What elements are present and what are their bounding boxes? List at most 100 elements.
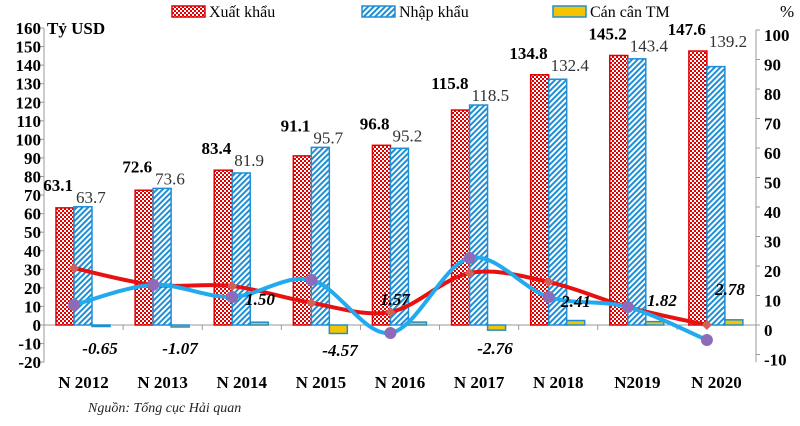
export-bar xyxy=(688,50,708,326)
left-tick-label: -20 xyxy=(18,353,41,372)
lines xyxy=(68,252,713,347)
balance-bar xyxy=(407,321,428,326)
category-label: N 2018 xyxy=(533,373,584,392)
import-growth-marker xyxy=(226,290,239,303)
category-label: N 2016 xyxy=(375,373,426,392)
right-tick-label: 0 xyxy=(764,321,773,340)
import-bar xyxy=(547,78,568,326)
left-tick-label: 20 xyxy=(24,279,41,298)
legend-swatch xyxy=(361,5,396,18)
import-bar xyxy=(389,147,410,326)
left-tick-label: 100 xyxy=(16,130,42,149)
balance-value-label: -0.65 xyxy=(82,339,118,358)
left-tick-label: -10 xyxy=(18,335,41,354)
balance-bar xyxy=(170,324,190,328)
category-label: N 2014 xyxy=(217,373,268,392)
left-tick-label: 110 xyxy=(16,112,41,131)
category-label: N 2013 xyxy=(137,373,188,392)
import-value-label: 73.6 xyxy=(155,169,185,188)
export-value-label: 134.8 xyxy=(509,44,547,63)
export-value-label: 145.2 xyxy=(589,24,627,43)
balance-value-label: 1.57 xyxy=(380,290,411,309)
legend-label: Xuất khẩu xyxy=(209,4,275,21)
export-value-label: 147.6 xyxy=(668,20,706,39)
balance-bar xyxy=(645,320,665,326)
left-tick-label: 160 xyxy=(16,19,42,38)
balance-bar xyxy=(486,324,507,331)
balance-value-label: 2.78 xyxy=(714,280,745,299)
export-growth-marker xyxy=(69,263,79,274)
left-tick-label: 80 xyxy=(24,168,41,187)
import-growth-marker xyxy=(621,301,634,314)
legend: Xuất khẩu Nhập khẩu Cán cân TM xyxy=(171,4,670,21)
import-growth-marker xyxy=(700,334,713,347)
export-value-label: 72.6 xyxy=(122,157,152,176)
export-bar xyxy=(134,189,154,326)
export-value-label: 91.1 xyxy=(281,116,311,135)
import-value-label: 143.4 xyxy=(630,36,669,55)
balance-value-label: 2.41 xyxy=(560,292,591,311)
import-growth-marker xyxy=(68,298,80,311)
right-tick-label: 80 xyxy=(764,85,781,104)
import-value-label: 95.2 xyxy=(392,126,422,145)
right-tick-label: 10 xyxy=(764,292,781,311)
export-value-label: 63.1 xyxy=(43,176,73,195)
import-bar xyxy=(627,58,647,326)
export-growth-marker xyxy=(385,307,396,318)
legend-swatch xyxy=(171,5,206,18)
import-growth-marker xyxy=(384,326,397,339)
category-label: N 2015 xyxy=(296,373,347,392)
import-value-label: 81.9 xyxy=(234,151,264,170)
data-labels: 63.163.7 72.673.6 83.481.9 91.195.7 96.895.2… xyxy=(43,20,747,360)
right-tick-label: 30 xyxy=(764,233,781,252)
import-growth-marker xyxy=(542,290,555,303)
import-value-label: 118.5 xyxy=(472,86,510,105)
balance-bar xyxy=(249,321,269,326)
import-bar xyxy=(152,187,172,326)
balance-value-label: -4.57 xyxy=(322,341,359,360)
legend-label: Nhập khẩu xyxy=(399,4,469,21)
left-tick-label: 30 xyxy=(24,260,41,279)
import-growth-marker xyxy=(147,278,160,291)
export-growth-marker xyxy=(306,297,317,308)
import-value-label: 63.7 xyxy=(76,188,106,207)
balance-bar xyxy=(91,324,111,328)
export-growth-marker xyxy=(227,281,238,292)
right-tick-label: 20 xyxy=(764,262,781,281)
import-value-label: 139.2 xyxy=(709,32,747,51)
export-growth-marker xyxy=(701,320,712,330)
balance-value-label: -1.07 xyxy=(162,339,199,358)
right-tick-label: 50 xyxy=(764,174,781,193)
left-tick-label: 130 xyxy=(16,75,42,94)
left-tick-label: 40 xyxy=(24,242,41,261)
export-value-label: 96.8 xyxy=(360,114,390,133)
left-tick-label: 140 xyxy=(16,56,42,75)
right-tick-label: 70 xyxy=(764,115,781,134)
legend-label: Cán cân TM xyxy=(590,4,670,21)
right-tick-label: 100 xyxy=(764,26,790,45)
left-tick-label: 150 xyxy=(16,38,42,57)
import-value-label: 132.4 xyxy=(551,56,590,75)
left-tick-label: 50 xyxy=(24,223,41,242)
balance-value-label: -2.76 xyxy=(477,339,513,358)
left-tick-label: 60 xyxy=(24,205,41,224)
import-value-label: 95.7 xyxy=(313,128,343,147)
right-tick-label: 40 xyxy=(764,203,781,222)
export-value-label: 115.8 xyxy=(431,74,468,93)
source-note: Nguồn: Tổng cục Hải quan xyxy=(87,401,241,416)
left-tick-label: 0 xyxy=(33,316,42,335)
import-growth-marker xyxy=(463,252,476,265)
export-growth-marker xyxy=(464,268,475,279)
category-label: N 2012 xyxy=(58,373,109,392)
left-tick-label: 120 xyxy=(16,93,42,112)
right-tick-label: 90 xyxy=(764,56,781,75)
balance-bar xyxy=(565,319,586,326)
export-bar xyxy=(450,109,471,326)
category-label: N2019 xyxy=(614,373,660,392)
left-tick-label: 90 xyxy=(24,149,41,168)
right-tick-label: 60 xyxy=(764,144,781,163)
left-axis-title: Tỷ USD xyxy=(47,19,105,38)
legend-swatch xyxy=(552,5,587,18)
balance-value-label: 1.82 xyxy=(647,291,677,310)
export-bar xyxy=(609,54,629,326)
